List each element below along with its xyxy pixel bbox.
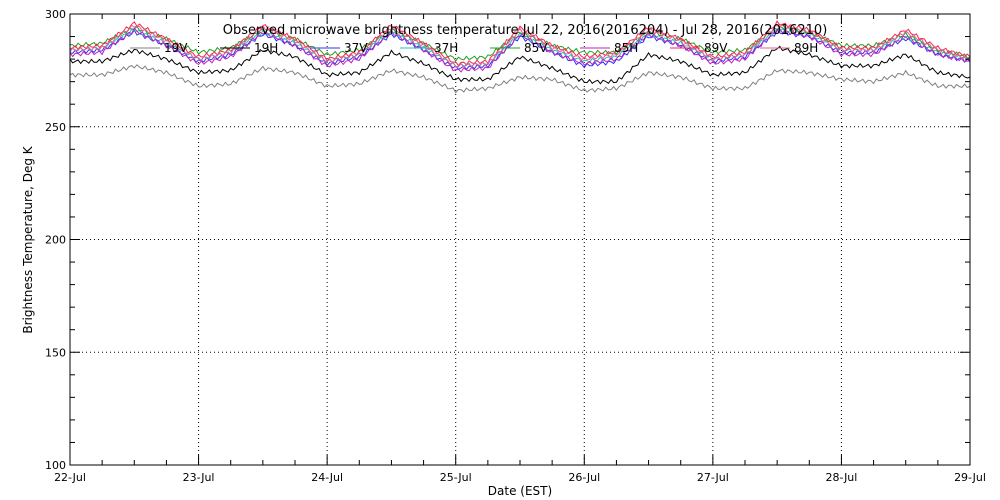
chart-title: Observed microwave brightness temperatur… [223, 23, 828, 38]
series-line-85h [69, 27, 971, 73]
y-axis-title: Brightness Temperature, Deg K [21, 145, 35, 333]
legend-label-37v: 37V [344, 41, 368, 55]
legend-label-19h: 19H [254, 41, 278, 55]
series-line-89v [69, 19, 971, 67]
y-tick-label: 200 [45, 234, 66, 247]
x-tick-label: 22-Jul [54, 471, 86, 484]
tick-layer [69, 13, 971, 466]
legend-label-85v: 85V [524, 41, 548, 55]
x-tick-label: 24-Jul [311, 471, 343, 484]
series-line-89h [69, 23, 971, 68]
x-axis-title: Date (EST) [488, 484, 552, 498]
y-tick-label: 300 [45, 8, 66, 21]
label-layer: 100 150 200 250 300 22-Jul 23-Jul 24-Jul 25-Jul 2… [45, 8, 986, 484]
legend-layer: 19V 19H 37V 37H 85V 85H 89V 89H [130, 41, 818, 55]
x-tick-label: 28-Jul [825, 471, 857, 484]
x-tick-label: 26-Jul [568, 471, 600, 484]
legend-label-19v: 19V [164, 41, 188, 55]
x-tick-label: 23-Jul [183, 471, 215, 484]
x-tick-label: 27-Jul [697, 471, 729, 484]
legend-label-85h: 85H [614, 41, 638, 55]
y-tick-label: 150 [45, 346, 66, 359]
y-tick-label: 250 [45, 121, 66, 134]
legend-label-89h: 89H [794, 41, 818, 55]
y-tick-label: 100 [45, 459, 66, 472]
series-layer [69, 19, 971, 94]
legend-label-37h: 37H [434, 41, 458, 55]
x-tick-label: 29-Jul [954, 471, 986, 484]
x-tick-label: 25-Jul [440, 471, 472, 484]
series-line-19h [69, 45, 971, 85]
series-line-19v [69, 64, 971, 94]
legend-label-89v: 89V [704, 41, 728, 55]
